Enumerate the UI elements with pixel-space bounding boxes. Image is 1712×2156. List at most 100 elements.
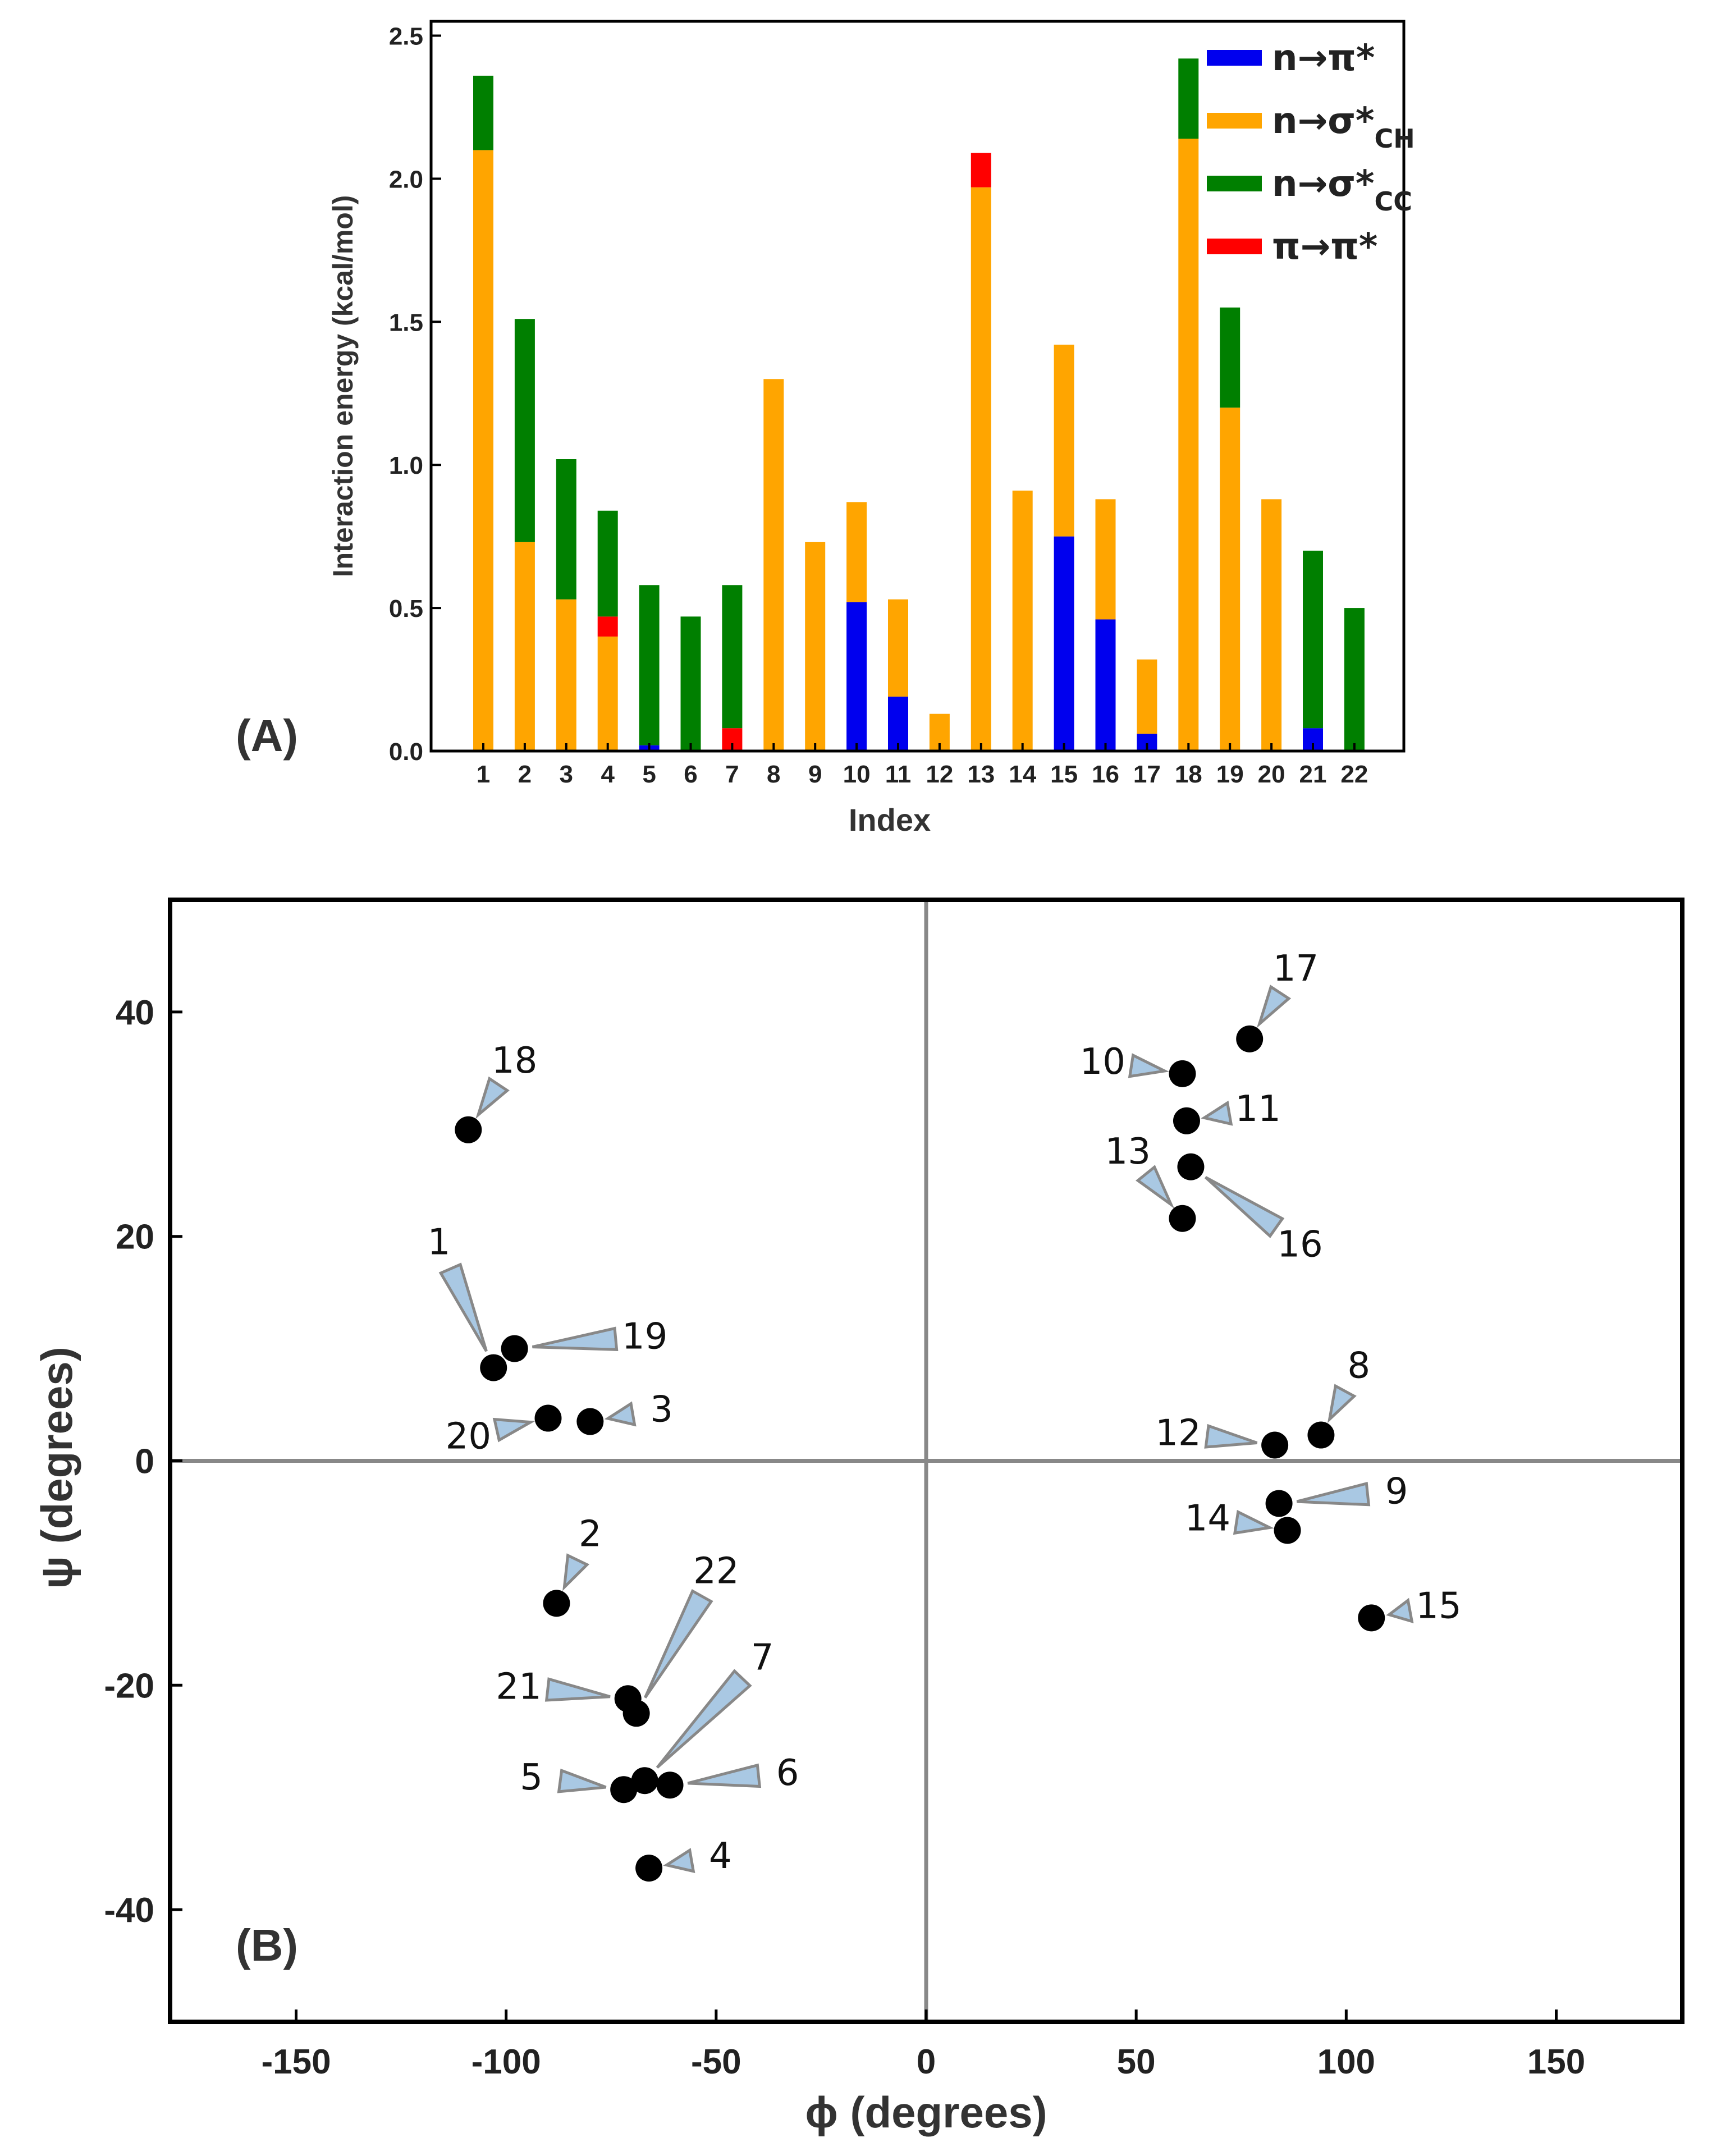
bar-nsch-19 xyxy=(1220,408,1240,751)
y-ticks-a: 0.0 0.5 1.0 1.5 2.0 2.5 xyxy=(389,22,441,766)
zero-lines xyxy=(170,900,1682,2022)
x-tick-label: 11 xyxy=(885,761,912,788)
point-8 xyxy=(1307,1421,1335,1449)
bar-nsch-15 xyxy=(1054,345,1074,537)
annotation-arrows xyxy=(438,985,1414,1873)
x-tick-label: 6 xyxy=(684,761,697,788)
bar-nscc-21 xyxy=(1303,551,1323,729)
legend-subscript: CH xyxy=(1375,123,1415,154)
point-label-2: 2 xyxy=(579,1513,602,1555)
bar-npi-11 xyxy=(888,697,908,751)
point-16 xyxy=(1177,1153,1205,1180)
bar-nscc-6 xyxy=(680,616,701,751)
bar-nsch-10 xyxy=(846,502,867,602)
point-12 xyxy=(1261,1431,1289,1459)
point-label-13: 13 xyxy=(1105,1131,1150,1173)
x-axis-title-b: ϕ (degrees) xyxy=(805,2088,1047,2137)
x-tick-label: 18 xyxy=(1175,761,1202,788)
point-9 xyxy=(1265,1490,1293,1517)
arrow-4 xyxy=(663,1848,695,1873)
point-1 xyxy=(480,1354,507,1381)
bar-nscc-1 xyxy=(473,75,493,150)
legend-label-pipi: π→π* xyxy=(1272,226,1377,268)
arrow-9 xyxy=(1296,1481,1371,1507)
y-tick-label: 0.5 xyxy=(389,595,423,622)
bar-nscc-18 xyxy=(1178,58,1199,139)
x-tick-label: 4 xyxy=(601,761,615,788)
panel-label-a: (A) xyxy=(236,711,298,761)
arrow-11 xyxy=(1201,1100,1233,1126)
x-tick-label: 150 xyxy=(1527,2043,1585,2081)
arrow-19 xyxy=(532,1326,619,1351)
arrow-2 xyxy=(562,1553,590,1591)
arrow-16 xyxy=(1204,1176,1285,1238)
point-label-18: 18 xyxy=(492,1040,537,1082)
x-tick-label: -150 xyxy=(261,2043,331,2081)
point-label-20: 20 xyxy=(446,1416,491,1458)
bar-nsch-16 xyxy=(1095,499,1116,620)
bar-nscc-3 xyxy=(556,459,576,599)
x-tick-label: -50 xyxy=(691,2043,741,2081)
arrow-22 xyxy=(644,1589,713,1699)
point-10 xyxy=(1169,1060,1196,1087)
point-20 xyxy=(534,1404,562,1432)
arrow-14 xyxy=(1233,1509,1275,1535)
x-tick-label: 15 xyxy=(1050,761,1078,788)
point-19 xyxy=(501,1335,528,1362)
arrow-7 xyxy=(656,1669,752,1769)
x-tick-label: 10 xyxy=(843,761,871,788)
x-tick-label: 1 xyxy=(477,761,490,788)
bar-nsch-20 xyxy=(1261,499,1282,751)
x-tick-label: 2 xyxy=(518,761,532,788)
arrow-10 xyxy=(1128,1053,1170,1078)
point-label-9: 9 xyxy=(1385,1471,1408,1512)
arrow-6 xyxy=(687,1763,762,1788)
arrow-20 xyxy=(492,1417,535,1443)
point-18 xyxy=(455,1116,482,1143)
point-22 xyxy=(622,1700,650,1727)
legend: n→π* n→σ*CH n→σ*CC π→π* xyxy=(1207,38,1415,268)
x-tick-label: 0 xyxy=(917,2043,936,2081)
y-tick-label: 1.0 xyxy=(389,452,423,479)
bar-nsch-18 xyxy=(1178,139,1199,751)
point-label-1: 1 xyxy=(428,1222,451,1264)
bar-nsch-8 xyxy=(763,379,784,751)
bar-nsch-14 xyxy=(1012,491,1033,751)
arrow-15 xyxy=(1386,1597,1414,1624)
legend-swatch-nsch xyxy=(1207,113,1262,129)
bar-marks xyxy=(473,58,1365,752)
point-11 xyxy=(1173,1107,1200,1134)
x-tick-label: 14 xyxy=(1009,761,1036,788)
y-tick-label: 1.5 xyxy=(389,309,423,336)
x-tick-label: 100 xyxy=(1317,2043,1375,2081)
arrow-5 xyxy=(557,1768,607,1793)
point-label-5: 5 xyxy=(520,1757,543,1798)
x-tick-label: 9 xyxy=(808,761,822,788)
point-14 xyxy=(1274,1517,1301,1544)
y-tick-label: -20 xyxy=(104,1667,154,1705)
point-13 xyxy=(1169,1205,1196,1232)
bar-nscc-19 xyxy=(1220,307,1240,408)
x-tick-label: 21 xyxy=(1299,761,1327,788)
point-17 xyxy=(1236,1025,1264,1052)
y-ticks-b: -40 -20 0 20 40 xyxy=(104,994,182,1930)
arrow-13 xyxy=(1136,1165,1175,1209)
point-5 xyxy=(610,1776,638,1803)
bar-npi-15 xyxy=(1054,536,1074,751)
point-label-16: 16 xyxy=(1277,1224,1322,1266)
bar-nsch-17 xyxy=(1137,659,1157,734)
legend-swatch-nscc xyxy=(1207,176,1262,191)
x-tick-label: 19 xyxy=(1216,761,1244,788)
point-label-3: 3 xyxy=(650,1389,673,1431)
x-tick-label: 50 xyxy=(1117,2043,1156,2081)
bar-nsch-2 xyxy=(514,542,535,751)
point-7 xyxy=(631,1767,658,1795)
x-tick-label: 20 xyxy=(1258,761,1285,788)
arrow-3 xyxy=(604,1401,637,1427)
point-label-19: 19 xyxy=(622,1316,667,1358)
legend-label-nsch: n→σ*CH xyxy=(1272,100,1415,154)
x-tick-label: 16 xyxy=(1092,761,1119,788)
x-tick-label: 8 xyxy=(767,761,780,788)
